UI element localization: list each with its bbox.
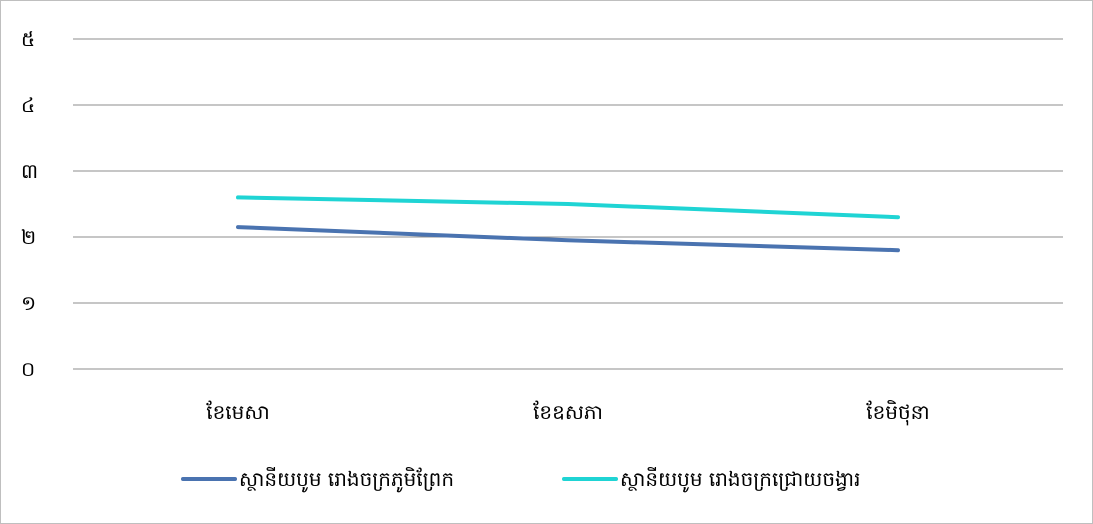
gridlines: [73, 38, 1063, 370]
x-category-label: ខែឧសភា: [533, 400, 603, 424]
y-tick-label: ១: [21, 291, 36, 315]
legend-label: ស្ថានីយបូម រោងចក្រភូមិព្រែក: [239, 466, 454, 493]
x-category-label: ខែមិថុនា: [866, 399, 929, 426]
x-category-label: ខែមេសា: [206, 400, 269, 424]
y-tick-label: ២: [21, 225, 36, 249]
series-line-2: [236, 195, 900, 220]
legend: ស្ថានីយបូម រោងចក្រភូមិព្រែក ស្ថានីយបូម រោ…: [181, 466, 860, 493]
y-tick-label: ៥: [21, 27, 35, 51]
y-tick-label: ០: [21, 357, 35, 381]
legend-label: ស្ថានីយបូម រោងចក្រជ្រោយចង្វារ: [620, 466, 860, 493]
series-lines: [236, 195, 900, 253]
y-tick-label: ៣: [21, 159, 38, 183]
y-axis-ticks: ០ ១ ២ ៣ ៤ ៥: [21, 27, 38, 381]
series-line-1: [236, 225, 900, 253]
x-axis-categories: ខែមេសា ខែឧសភា ខែមិថុនា: [206, 399, 929, 426]
y-tick-label: ៤: [21, 93, 35, 117]
